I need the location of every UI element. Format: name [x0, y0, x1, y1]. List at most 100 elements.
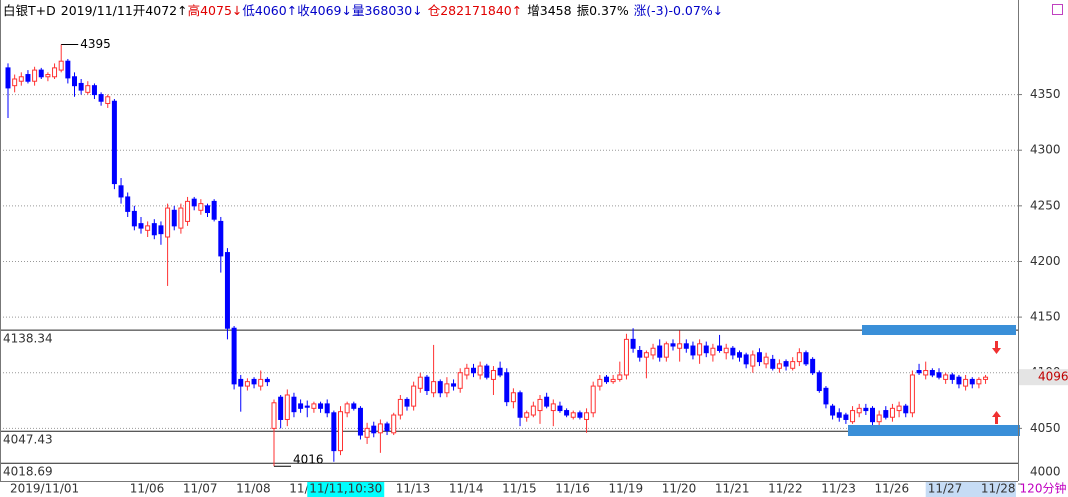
header-field: 白银T+D [3, 3, 56, 18]
candle-body [451, 383, 457, 387]
min-label: 4016 [293, 453, 324, 467]
candle-body [490, 370, 496, 380]
candle-body [743, 354, 749, 365]
y-tick-label: 4150 [1030, 310, 1061, 324]
candle-body [564, 410, 570, 416]
up-arrow [992, 411, 1001, 424]
candle-body [590, 385, 596, 414]
candle-body [338, 411, 343, 452]
candle-body [52, 67, 58, 78]
y-tick-label: 4200 [1030, 254, 1061, 268]
candle-body [697, 343, 703, 356]
candle-body [923, 370, 929, 376]
candle-body [949, 374, 955, 380]
candle-body [730, 347, 736, 356]
candle-body [178, 207, 184, 229]
candle-body [643, 352, 649, 358]
candle-body [963, 378, 969, 387]
candle-body [889, 407, 895, 418]
candle-body [238, 378, 244, 387]
candle-body [510, 392, 516, 403]
y-tick-label: 4350 [1030, 87, 1061, 101]
candle-body [357, 407, 363, 436]
x-tick-label: 2019/11/01 [10, 482, 79, 496]
candle-body [557, 405, 563, 412]
candle-body [78, 82, 84, 91]
candle-body [796, 352, 802, 363]
candle-body [331, 412, 337, 452]
candle-body [876, 414, 882, 423]
plot-area: 4138.34 4047.43 4018.69 [0, 44, 1018, 485]
candle-body [424, 376, 430, 392]
x-tick-label: 11/13 [396, 482, 431, 496]
candle-body [717, 345, 723, 351]
header-field: 高4075↓ [188, 3, 243, 18]
candle-body [663, 343, 669, 358]
candle-body [650, 347, 656, 356]
candle-body [404, 398, 410, 407]
candle-body [411, 385, 417, 407]
candle-body [830, 405, 836, 416]
y-tick-label: 4250 [1030, 198, 1061, 212]
candle-body [983, 376, 989, 380]
candle-body [690, 345, 696, 356]
header-field: 仓282171840↑ [428, 3, 523, 18]
candle-body [976, 378, 982, 385]
support-marker [848, 425, 1020, 436]
candle-body [98, 94, 104, 102]
header-field: 振0.37% [577, 3, 629, 18]
y-tick-label: 4300 [1030, 143, 1061, 157]
candle-body [836, 412, 842, 418]
candle-body [131, 210, 137, 227]
period-label: 120分钟 [1020, 481, 1067, 496]
candle-body [271, 402, 277, 429]
candle-body [737, 352, 742, 358]
candle-body [657, 345, 663, 358]
candle-body [278, 396, 284, 420]
x-tick-label: 11/16 [555, 482, 590, 496]
reference-label: 4138.34 [3, 332, 53, 346]
candle-body [909, 374, 915, 414]
x-tick-label: 11/26 [875, 482, 910, 496]
last-price-box [1019, 369, 1068, 386]
candle-body [384, 423, 390, 432]
candle-body [304, 405, 310, 408]
candle-body [231, 327, 237, 385]
candle-body [471, 367, 476, 374]
candle-body [91, 85, 97, 96]
candle-body [218, 220, 224, 257]
x-tick-label: 11/14 [449, 482, 484, 496]
candle-body [783, 361, 789, 367]
candle-body [916, 370, 922, 374]
candle-body [623, 338, 629, 376]
candle-body [198, 203, 204, 211]
candle-body [517, 392, 523, 418]
candle-body [45, 74, 51, 78]
candle-body [943, 374, 949, 380]
candle-body [125, 196, 131, 212]
candle-body [870, 407, 875, 423]
x-tick-label: 11/08 [236, 482, 271, 496]
x-tick-label: 11/27 [928, 482, 963, 496]
candle-body [138, 223, 144, 229]
window-icon[interactable] [1052, 4, 1063, 15]
candle-body [224, 252, 230, 329]
candle-body [25, 74, 31, 82]
candle-body [258, 378, 264, 387]
candle-body [584, 412, 590, 420]
candle-body [610, 378, 616, 383]
candle-body [171, 209, 177, 227]
candle-body [484, 365, 490, 378]
candle-body [165, 207, 171, 238]
candle-body [32, 69, 38, 82]
x-tick-label: 11/06 [130, 482, 165, 496]
x-tick-label: 11/28 [981, 482, 1016, 496]
candle-body [65, 60, 71, 79]
candle-body [311, 403, 317, 409]
max-label: 4395 [80, 37, 111, 51]
candle-body [464, 367, 470, 376]
candle-body [145, 225, 151, 231]
candle-body [630, 338, 636, 349]
resistance-marker [862, 325, 1016, 335]
candle-body [850, 410, 856, 423]
